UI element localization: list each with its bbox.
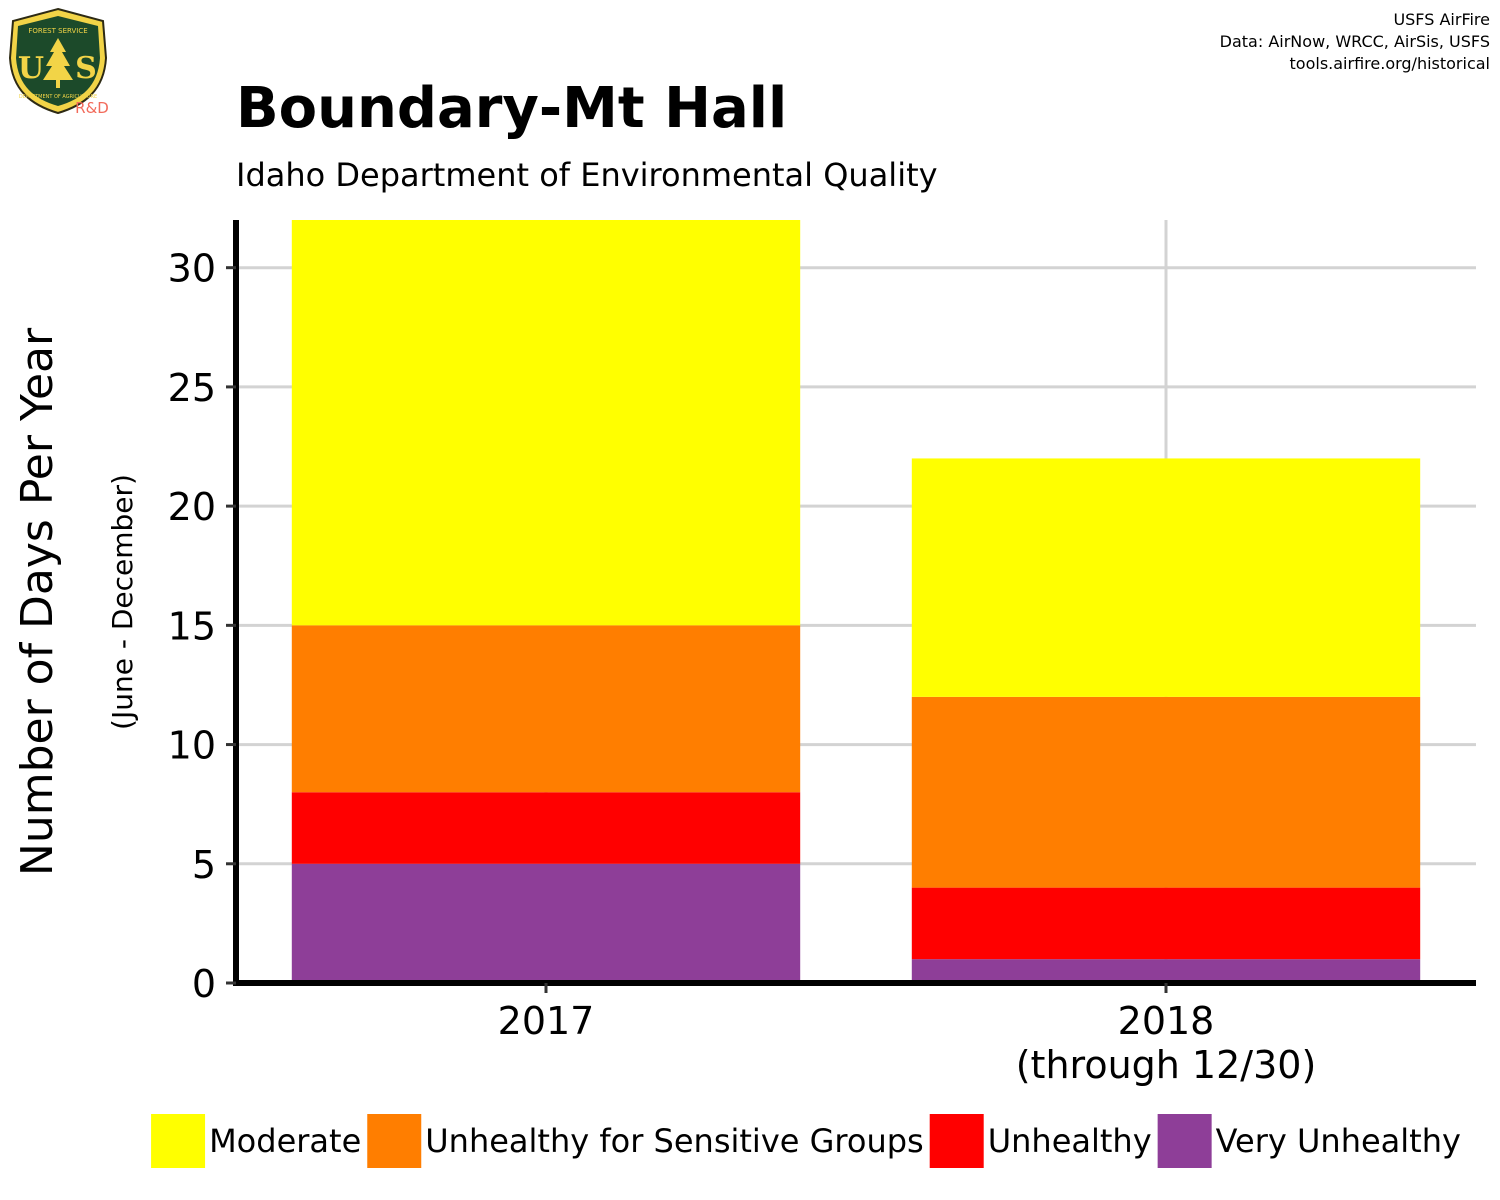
- logo-top-text: FOREST SERVICE: [28, 27, 87, 35]
- y-tick-label: 15: [168, 604, 216, 648]
- y-tick-label: 20: [168, 485, 216, 529]
- axis-layer: 0 5 10 15 20 25 30 2017 2018(through 12/30): [168, 220, 1476, 1087]
- chart-title: Boundary-Mt Hall: [236, 76, 787, 141]
- logo-tag: R&D: [75, 99, 109, 117]
- credit-line-3: tools.airfire.org/historical: [1290, 54, 1490, 73]
- x-tick-label: 2017: [498, 999, 595, 1043]
- legend-swatch-very-unhealthy: [1157, 1114, 1212, 1168]
- bar-2017-unhealthy-for-sensitive-groups: [291, 625, 801, 793]
- y-tick-label: 30: [168, 247, 216, 291]
- bar-2018-unhealthy-for-sensitive-groups: [911, 696, 1421, 888]
- legend-label-very-unhealthy: Very Unhealthy: [1216, 1122, 1461, 1160]
- legend-label-moderate: Moderate: [209, 1122, 361, 1160]
- y-axis-label: Number of Days Per Year: [12, 327, 63, 876]
- bars-layer: [291, 220, 1421, 983]
- bar-2017-very-unhealthy: [291, 863, 801, 983]
- legend-swatch-moderate: [151, 1114, 206, 1168]
- bar-2018-moderate: [911, 458, 1421, 697]
- legend-swatch-unhealthy-for-sensitive-groups: [367, 1114, 422, 1168]
- y-tick-label: 0: [192, 962, 216, 1006]
- y-axis-sublabel: (June - December): [106, 474, 139, 730]
- y-tick-label: 5: [192, 843, 216, 887]
- bar-2017-moderate: [291, 220, 801, 626]
- credit-line-2: Data: AirNow, WRCC, AirSis, USFS: [1220, 32, 1490, 51]
- bar-2018-unhealthy: [911, 887, 1421, 960]
- legend: Moderate Unhealthy for Sensitive Groups Un…: [151, 1114, 1461, 1168]
- bar-2018-very-unhealthy: [911, 959, 1421, 983]
- usfs-logo: U S FOREST SERVICE DEPARTMENT OF AGRICUL…: [8, 7, 109, 117]
- x-tick-label: 2018: [1118, 999, 1215, 1043]
- legend-label-unhealthy-for-sensitive-groups: Unhealthy for Sensitive Groups: [425, 1122, 923, 1160]
- y-tick-label: 25: [168, 366, 216, 410]
- legend-label-unhealthy: Unhealthy: [988, 1122, 1152, 1160]
- y-tick-label: 10: [168, 724, 216, 768]
- legend-swatch-unhealthy: [929, 1114, 984, 1168]
- credit-line-1: USFS AirFire: [1393, 10, 1490, 29]
- logo-initials-left: U: [18, 51, 44, 86]
- chart-subtitle: Idaho Department of Environmental Qualit…: [236, 156, 938, 194]
- logo-initials-right: S: [75, 51, 97, 86]
- bar-2017-unhealthy: [291, 792, 801, 864]
- logo-bottom-text: DEPARTMENT OF AGRICULTURE: [19, 94, 97, 100]
- x-tick-sublabel: (through 12/30): [1016, 1043, 1317, 1087]
